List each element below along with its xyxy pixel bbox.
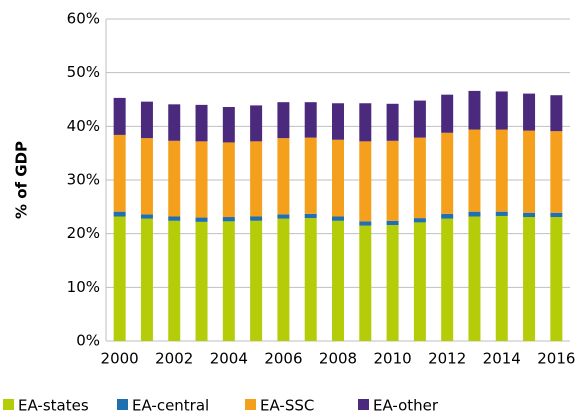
x-tick-label: 2010 [373, 350, 411, 368]
bar-segment [441, 132, 454, 214]
bar-segment [332, 103, 344, 140]
bar-segment [277, 218, 290, 341]
bar-segment [140, 138, 153, 215]
bar-segment [277, 138, 290, 215]
bar-segment [140, 214, 153, 219]
bar-segment [304, 137, 317, 214]
x-tick-label: 2000 [101, 350, 139, 368]
bar-segment [359, 225, 372, 341]
bar-segment [386, 103, 399, 141]
bar-segment [332, 216, 344, 221]
legend-label: EA-states [18, 397, 89, 415]
bar-segment [222, 217, 235, 222]
bar-segment [195, 141, 208, 218]
bar-segment [441, 94, 454, 133]
bar-segment [523, 212, 536, 218]
bar-segment [523, 130, 536, 213]
legend-swatch [3, 399, 14, 410]
bar-segment [195, 217, 208, 222]
legend-label: EA-central [132, 397, 209, 415]
bar-segment [277, 102, 290, 139]
bar-segment [168, 220, 181, 341]
y-tick-label: 20% [67, 224, 100, 242]
bar-segment [413, 222, 426, 341]
bar-segment [495, 215, 508, 341]
bar-segment [359, 221, 372, 226]
bar-segment [550, 131, 563, 213]
bar-segment [386, 220, 399, 226]
y-tick-label: 10% [67, 278, 100, 296]
bar-segment [113, 97, 126, 135]
y-tick-label: 30% [67, 171, 100, 189]
bar-segment [222, 221, 235, 341]
bar-segment [304, 213, 317, 219]
bar-segment [168, 140, 181, 217]
legend-swatch [245, 399, 256, 410]
bar-segment [386, 225, 399, 341]
y-tick-label: 40% [67, 117, 100, 135]
y-axis-label: % of GDP [13, 141, 31, 219]
bar-segment [113, 216, 126, 341]
bar-segment [250, 220, 263, 341]
bar-segment [359, 103, 372, 142]
bar-segment [468, 129, 481, 212]
x-tick-label: 2014 [483, 350, 521, 368]
bar-segment [140, 101, 153, 139]
x-tick-label: 2012 [428, 350, 466, 368]
bar-segment [413, 218, 426, 223]
bar-segment [168, 104, 181, 141]
bar-segment [304, 102, 317, 138]
bar-segment [413, 100, 426, 138]
bar-segment [495, 211, 508, 216]
bar-segment [277, 214, 290, 219]
bar-segment [113, 134, 126, 212]
x-tick-label: 2004 [210, 350, 248, 368]
bar-segment [332, 139, 344, 217]
bar-segment [359, 141, 372, 222]
y-tick-label: 50% [67, 63, 100, 81]
x-tick-label: 2008 [319, 350, 357, 368]
bar-segment [113, 211, 126, 217]
y-tick-label: 0% [76, 332, 100, 350]
x-tick-label: 2016 [537, 350, 575, 368]
legend-label: EA-other [373, 397, 439, 415]
bar-segment [140, 218, 153, 341]
bar-segment [468, 211, 481, 217]
bar-segment [495, 129, 508, 212]
legend-swatch [117, 399, 128, 410]
bar-segment [250, 141, 263, 217]
bar-segment [441, 213, 454, 219]
x-tick-label: 2006 [264, 350, 302, 368]
bar-segment [386, 140, 399, 221]
bar-segment [250, 216, 263, 221]
bar-segment [441, 218, 454, 341]
bar-segment [168, 216, 181, 221]
bar-segment [413, 137, 426, 219]
bar-segment [550, 212, 563, 218]
bar-segment [332, 220, 344, 341]
legend-label: EA-SSC [260, 397, 314, 415]
bar-segment [550, 217, 563, 341]
bar-segment [523, 217, 536, 341]
bar-segment [222, 142, 235, 218]
bar-segment [304, 218, 317, 341]
bar-segment [468, 90, 481, 130]
bar-segment [195, 221, 208, 341]
bar-segment [468, 216, 481, 341]
bar-segment [250, 105, 263, 142]
legend-swatch [358, 399, 369, 410]
x-tick-label: 2002 [155, 350, 193, 368]
bar-segment [195, 104, 208, 142]
bar-segment [550, 95, 563, 132]
y-tick-label: 60% [67, 10, 100, 28]
bar-segment [495, 91, 508, 130]
bar-segment [222, 107, 235, 143]
bar-segment [523, 93, 536, 131]
